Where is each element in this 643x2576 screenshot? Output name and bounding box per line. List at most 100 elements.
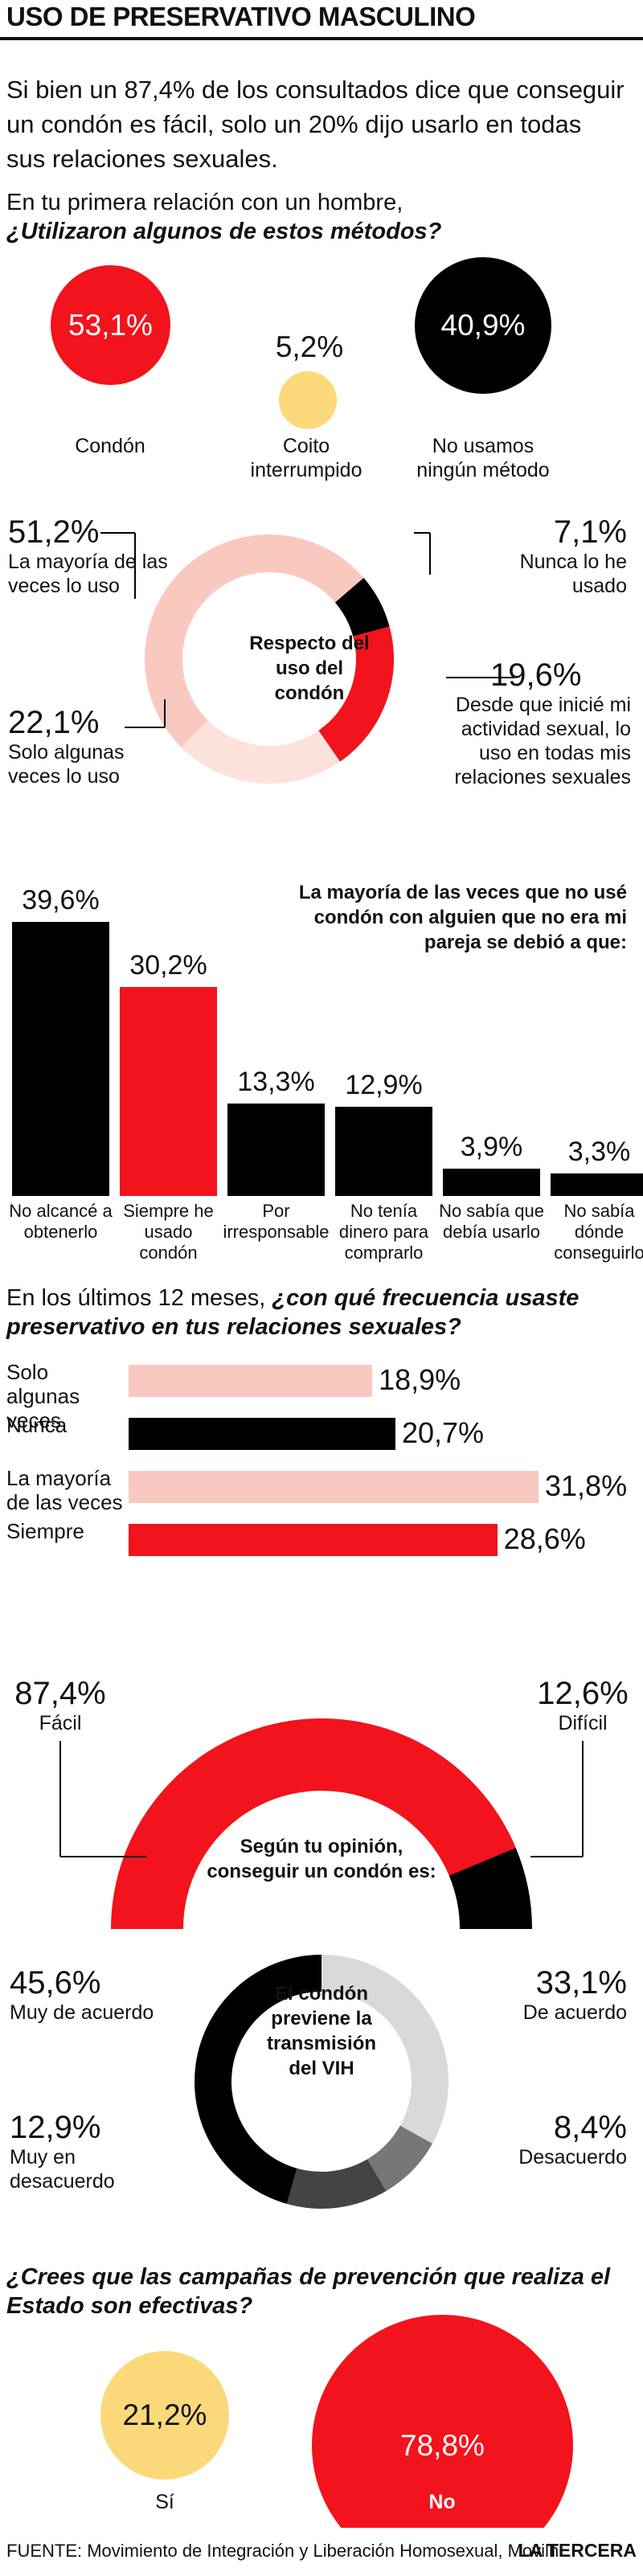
q4-bar-value: 20,7% [401, 1416, 485, 1449]
q5-label-facil: Fácil [39, 1712, 82, 1734]
q2-label-algunas: Solo algunas veces lo uso [8, 741, 125, 788]
q1-question: En tu primera relación con un hombre, ¿U… [6, 188, 633, 246]
q4-bar [129, 1524, 498, 1556]
q4-bar-chart: Solo algunas veces 18,9% Nunca 20,7% La mayo… [0, 1350, 643, 1607]
q6-value-acuerdo: 33,1% [535, 1965, 627, 2001]
q4-bar-label: Solo algunas veces [6, 1360, 80, 1432]
q1-bubble-ninguno: 40,9% [415, 257, 551, 394]
q6-center-label: El condón previene la transmisión del VI… [266, 1983, 377, 2079]
q5-half-donut-chart [59, 1718, 584, 1929]
q3-bar [551, 1173, 643, 1196]
q1-lead: En tu primera relación con un hombre, [6, 190, 403, 215]
q3-bar-value: 39,6% [22, 885, 100, 915]
q3-bar-value: 13,3% [237, 1067, 315, 1098]
q6-donut-chart [195, 1955, 449, 2209]
q4-bar-label: Nunca [6, 1413, 68, 1437]
q5-slice-facil [111, 1718, 516, 1929]
q5-slice-dificil [448, 1847, 532, 1929]
q7-value-no: 78,8% [400, 2428, 485, 2462]
q4-bar-value: 28,6% [503, 1522, 586, 1555]
q2-value-siempre: 19,6% [490, 657, 582, 693]
q5-item-facil: 87,4% Fácil [8, 1676, 113, 1735]
q2-label-siempre: Desde que inicié mi actividad sexual, lo… [454, 694, 631, 788]
q2-label-mayoria: La mayoría de las veces lo uso [8, 551, 168, 597]
q4-bar-value: 18,9% [379, 1363, 461, 1396]
q3-bar-label: Siempre he usado condón [123, 1201, 214, 1263]
q1-label-ninguno: No usamos ningún método [416, 435, 550, 481]
q2-item-mayoria: 51,2% La mayoría de las veces lo uso [8, 514, 201, 598]
q3-bar [12, 922, 109, 1196]
q7-label-no: No [428, 2491, 456, 2513]
q4-question-text: ¿con qué frecuencia usaste preservativo … [6, 1285, 580, 1340]
q1-bubble-coito [279, 371, 337, 429]
q3-bar-label: No sabía dónde conseguirlo [554, 1201, 643, 1263]
q3-bar-chart: 39,6% No alcancé a obtenerlo 30,2% Siempre … [0, 844, 643, 1263]
q6-value-muy-acuerdo: 45,6% [10, 1965, 101, 2001]
q7-question: ¿Crees que las campañas de prevención qu… [6, 2264, 611, 2319]
q6-item-acuerdo: 33,1% De acuerdo [466, 1965, 627, 2025]
q6-label-desacuerdo: Desacuerdo [518, 2146, 627, 2169]
q6-label-acuerdo: De acuerdo [522, 2001, 627, 2024]
q3-bar-value: 3,3% [567, 1136, 631, 1167]
q4-question: En los últimos 12 meses, ¿con qué frecue… [6, 1284, 633, 1341]
q3-bar [120, 986, 217, 1196]
q3-bar-value: 12,9% [345, 1069, 423, 1100]
q3-bar-label: No tenía dinero para comprarlo [338, 1201, 429, 1263]
q5-center-label: Según tu opinión, conseguir un condón es… [207, 1836, 436, 1882]
q6-label-muy-acuerdo: Muy de acuerdo [10, 2001, 154, 2024]
footer-brand: LA TERCERA [518, 2540, 637, 2561]
q3-bar-label: Por irresponsable [223, 1201, 330, 1242]
q3-bar-label: No alcancé a obtenerlo [9, 1201, 113, 1242]
q6-slice-muy-acuerdo [195, 1955, 322, 2205]
title-rule [0, 37, 643, 40]
q6-value-muy-desacuerdo: 12,9% [10, 2110, 101, 2145]
q5-label-dificil: Difícil [558, 1712, 608, 1734]
q6-value-desacuerdo: 8,4% [553, 2110, 627, 2145]
page-title: USO DE PRESERVATIVO MASCULINO [6, 2, 476, 31]
q3-bar-value: 3,9% [460, 1132, 523, 1163]
q5-value-facil: 87,4% [14, 1676, 106, 1711]
q4-bar-label: La mayoría de las veces [6, 1466, 123, 1514]
q2-item-siempre: 19,6% Desde que inicié mi actividad sexu… [438, 657, 631, 789]
q6-item-muy-acuerdo: 45,6% Muy de acuerdo [10, 1965, 154, 2025]
q6-label-muy-desacuerdo: Muy en desacuerdo [10, 2146, 115, 2193]
q6-item-desacuerdo: 8,4% Desacuerdo [466, 2110, 627, 2169]
q4-bar-value: 31,8% [545, 1469, 628, 1502]
q2-donut-chart [100, 532, 514, 784]
q1-value-coito: 5,2% [275, 330, 344, 363]
q2-item-nunca: 7,1% Nunca lo he usado [450, 514, 627, 598]
q2-slice-algunas [181, 720, 341, 784]
q1-label-coito: Coito interrumpido [250, 435, 362, 481]
q2-value-nunca: 7,1% [553, 514, 627, 550]
q6-slice-muy-desacuerdo [286, 2159, 387, 2209]
q1-label-condon: Condón [75, 435, 145, 457]
q4-bar [129, 1471, 539, 1503]
q1-value-ninguno: 40,9% [440, 309, 526, 342]
q4-bar-label: Siempre [6, 1519, 84, 1543]
q7-bubble-no: 78,8% [312, 2315, 573, 2528]
q2-value-mayoria: 51,2% [8, 514, 100, 550]
intro-text: Si bien un 87,4% de los consultados dice… [6, 76, 625, 173]
q3-bar [443, 1169, 540, 1196]
q3-bar [335, 1106, 432, 1196]
q7-value-si: 21,2% [122, 2398, 207, 2431]
q6-slice-acuerdo [322, 1955, 449, 2144]
q2-item-algunas: 22,1% Solo algunas veces lo uso [8, 705, 153, 788]
q4-lead: En los últimos 12 meses, [6, 1285, 266, 1311]
q5-item-dificil: 12,6% Difícil [530, 1676, 635, 1735]
q6-slice-desacuerdo [367, 2125, 432, 2191]
q1-bubble-condon: 53,1% [51, 265, 170, 385]
q1-value-condon: 53,1% [68, 308, 153, 342]
q4-bar [129, 1365, 373, 1397]
q1-question-text: ¿Utilizaron algunos de estos métodos? [6, 219, 442, 244]
footer-source: FUENTE: Movimiento de Integración y Libe… [6, 2541, 564, 2561]
q6-item-muy-desacuerdo: 12,9% Muy en desacuerdo [10, 2110, 170, 2193]
q3-heading: La mayoría de las veces que no usé condó… [298, 882, 627, 953]
q2-center-label: Respecto del uso del condón [249, 633, 370, 704]
q7-label-si: Sí [155, 2491, 174, 2513]
q4-bar [129, 1418, 395, 1450]
q2-slice-siempre [318, 626, 394, 762]
q3-bar-label: No sabía que debía usarlo [439, 1201, 544, 1242]
q5-value-dificil: 12,6% [537, 1676, 629, 1711]
q2-value-algunas: 22,1% [8, 705, 100, 740]
